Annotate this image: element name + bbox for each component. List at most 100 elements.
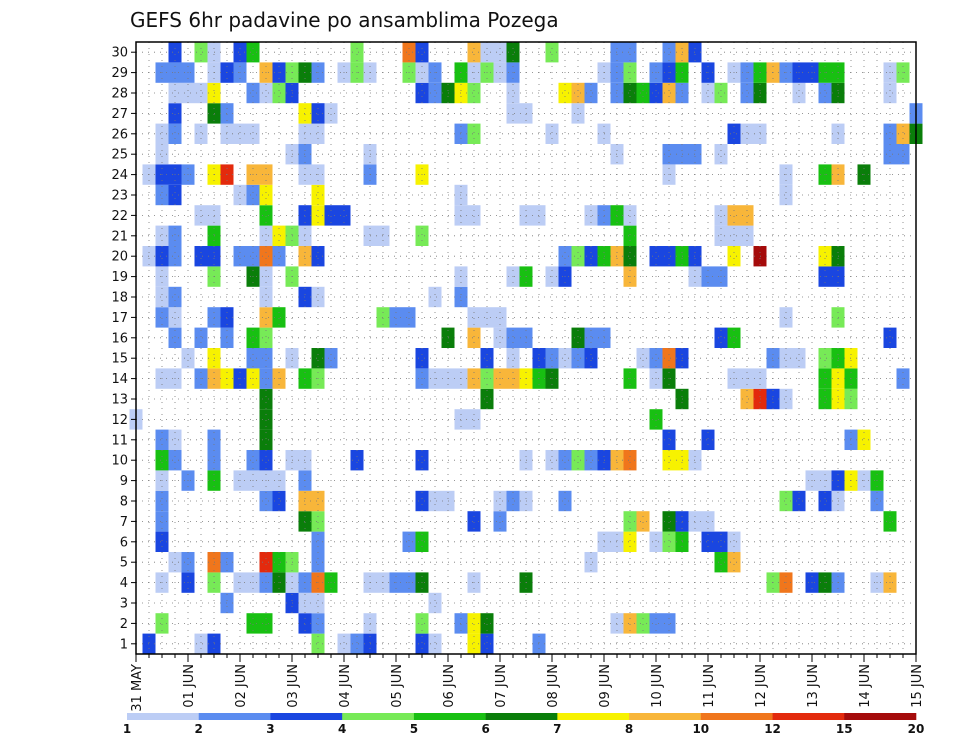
colorbar-label: 3 xyxy=(266,722,274,736)
heatmap-cell xyxy=(155,511,169,532)
heatmap-cell xyxy=(246,613,260,634)
heatmap-cell xyxy=(311,246,325,267)
x-tick-label: 02 JUN xyxy=(234,664,249,708)
heatmap-cell xyxy=(558,450,572,471)
heatmap-cell xyxy=(571,327,585,348)
heatmap-cell xyxy=(311,205,325,226)
heatmap-cell xyxy=(155,184,169,206)
colorbar-swatch xyxy=(413,713,486,720)
heatmap-cell xyxy=(662,144,676,165)
x-tick-label: 11 JUN xyxy=(702,664,717,708)
heatmap-cell xyxy=(727,246,741,267)
y-tick-label: 20 xyxy=(111,250,128,265)
y-tick-label: 17 xyxy=(111,311,128,326)
heatmap-cell xyxy=(337,205,351,226)
heatmap-cell xyxy=(714,144,728,165)
x-tick-label: 14 JUN xyxy=(858,664,873,708)
heatmap-cell xyxy=(870,490,884,512)
y-tick-label: 23 xyxy=(111,189,128,204)
heatmap-cell xyxy=(155,225,169,246)
x-tick-label: 01 JUN xyxy=(182,664,197,708)
heatmap-cell xyxy=(168,225,182,246)
x-tick-label: 04 JUN xyxy=(338,664,353,708)
heatmap-cell xyxy=(311,123,325,144)
heatmap-cell xyxy=(324,205,338,226)
heatmap-cell xyxy=(246,450,260,471)
y-tick-label: 1 xyxy=(120,637,128,652)
heatmap-cell xyxy=(623,225,637,246)
colorbar-label: 12 xyxy=(764,722,781,736)
heatmap-cell xyxy=(818,388,832,410)
x-tick-label: 15 JUN xyxy=(910,664,925,708)
y-tick-label: 14 xyxy=(111,372,128,387)
heatmap-cell xyxy=(636,511,650,532)
heatmap-cell xyxy=(155,531,169,552)
y-tick-label: 13 xyxy=(111,393,128,408)
y-tick-label: 9 xyxy=(120,474,128,489)
colorbar-label: 2 xyxy=(195,722,203,736)
heatmap-cell xyxy=(662,246,676,267)
heatmap-cell xyxy=(246,42,260,63)
heatmap-cell xyxy=(727,327,741,348)
y-tick-label: 24 xyxy=(111,168,128,183)
colorbar-swatch xyxy=(557,713,630,720)
y-tick-label: 29 xyxy=(111,66,128,81)
heatmap-cell xyxy=(818,82,832,104)
heatmap-cell xyxy=(571,103,585,124)
heatmap-cell xyxy=(194,327,208,348)
heatmap-cell xyxy=(584,552,598,573)
colorbar-label: 8 xyxy=(625,722,633,736)
colorbar-swatch xyxy=(270,713,343,720)
x-tick-label: 10 JUN xyxy=(650,664,665,708)
heatmap-cell xyxy=(272,225,286,246)
heatmap-cell xyxy=(311,490,325,512)
heatmap-cell xyxy=(259,82,273,104)
heatmap-cell xyxy=(857,429,871,450)
heatmap-cell xyxy=(246,123,260,144)
heatmap-cell xyxy=(779,184,793,206)
heatmap-cell xyxy=(662,531,676,552)
colorbar-swatch xyxy=(485,713,558,720)
heatmap-cell xyxy=(701,429,715,450)
heatmap-cell xyxy=(558,246,572,267)
heatmap-cell xyxy=(545,42,559,63)
heatmap-cell xyxy=(415,225,429,246)
x-tick-label: 07 JUN xyxy=(494,664,509,708)
heatmap-cell xyxy=(623,613,637,634)
heatmap-cell xyxy=(506,42,520,63)
heatmap-cell xyxy=(311,613,325,634)
heatmap-cell xyxy=(415,613,429,634)
heatmap-cell xyxy=(168,103,182,124)
heatmap-cell xyxy=(636,82,650,104)
heatmap-cell xyxy=(428,633,442,654)
heatmap-cell xyxy=(168,42,182,63)
heatmap-cell xyxy=(545,450,559,471)
heatmap-cell xyxy=(259,429,273,450)
heatmap-cell xyxy=(155,144,169,165)
heatmap-cell xyxy=(896,144,910,165)
x-tick-label: 06 JUN xyxy=(442,664,457,708)
x-tick-label: 08 JUN xyxy=(546,664,561,708)
heatmap-cell xyxy=(623,531,637,552)
heatmap-cell xyxy=(259,184,273,206)
colorbar-label: 5 xyxy=(410,722,418,736)
colorbar-label: 20 xyxy=(908,722,925,736)
heatmap-cell xyxy=(792,490,806,512)
heatmap-cell xyxy=(259,613,273,634)
heatmap-cell xyxy=(649,531,663,552)
colorbar-label: 10 xyxy=(692,722,709,736)
heatmap-cell xyxy=(350,633,364,654)
heatmap-cell xyxy=(155,450,169,471)
x-tick-label: 03 JUN xyxy=(286,664,301,708)
heatmap-cell xyxy=(246,348,260,369)
y-tick-label: 15 xyxy=(111,352,128,367)
heatmap-cell xyxy=(649,246,663,267)
y-tick-label: 6 xyxy=(120,535,128,550)
heatmap-cell xyxy=(467,307,481,328)
heatmap-cell xyxy=(168,552,182,573)
heatmap-cell xyxy=(194,633,208,654)
y-tick-label: 2 xyxy=(120,617,128,632)
heatmap-cell xyxy=(740,225,754,246)
heatmap-cell xyxy=(155,123,169,144)
heatmap-cell xyxy=(415,490,429,512)
